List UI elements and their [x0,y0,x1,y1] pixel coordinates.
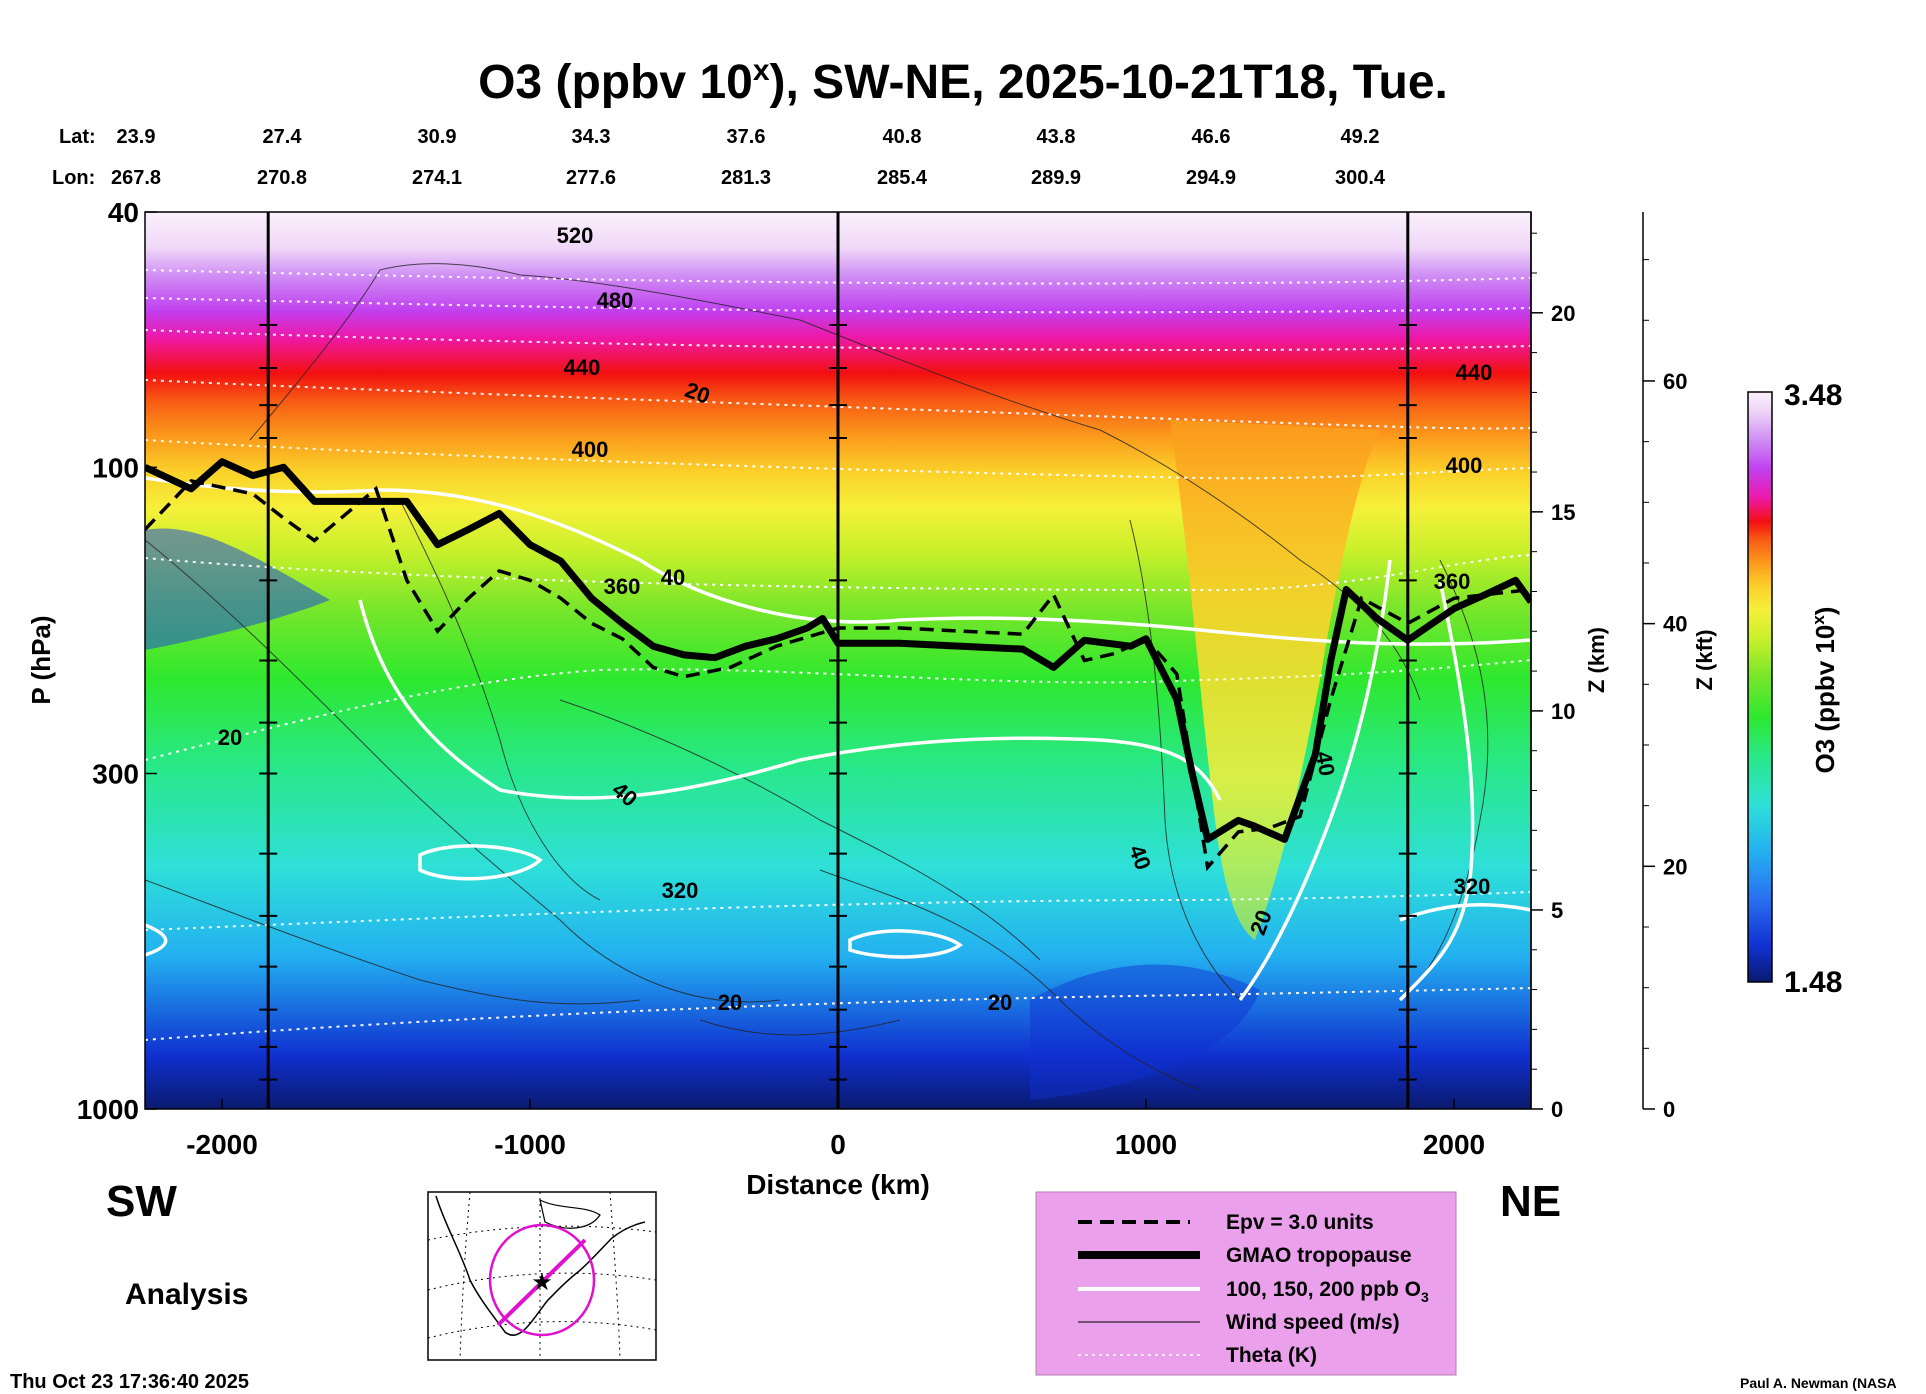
x-axis: -2000 -1000 0 1000 2000 [186,1099,1485,1160]
low-ozone-patch-ne [1030,964,1260,1100]
wind-contour-label: 20 [218,725,242,750]
wind-contour-label: 20 [718,990,742,1015]
z-km-tick-label: 20 [1551,301,1575,326]
theta-contour-label: 400 [572,437,609,462]
theta-contour-label: 360 [604,574,641,599]
lat-value: 34.3 [572,126,611,148]
z-km-tick-label: 0 [1551,1097,1563,1122]
lat-value: 49.2 [1341,126,1380,148]
map-section-path [496,1238,587,1327]
x-tick-label: 0 [830,1129,846,1160]
credit: Paul A. Newman (NASA [1740,1375,1897,1391]
x-tick-label: -1000 [494,1129,566,1160]
z-km-tick-label: 5 [1551,898,1563,923]
theta-contour-label: 320 [1454,874,1491,899]
lon-value: 274.1 [412,167,462,189]
wind-contour-label: 40 [661,565,685,590]
chart-title: O3 (ppbv 10x), SW-NE, 2025-10-21T18, Tue… [478,54,1448,109]
theta-contour-label: 480 [597,288,634,313]
z-km-tick-label: 10 [1551,699,1575,724]
x-tick-label: -2000 [186,1129,258,1160]
epv-contour [145,478,1531,872]
lon-row-label: Lon: [52,167,95,189]
section-markers [259,212,1417,1109]
theta-contour-label: 400 [1446,453,1483,478]
wind-contour-label: 40 [1311,749,1340,777]
ne-direction-label: NE [1500,1177,1561,1226]
theta-contour-label: 360 [1434,569,1471,594]
lon-value: 267.8 [111,167,161,189]
y-axis: 40 100 300 1000 [77,197,157,1125]
colorbar-title: O3 (ppbv 10x) [1809,607,1840,774]
ozone-ppb-contours [145,476,1531,1002]
z-km-axis-label: Z (km) [1584,627,1609,693]
y-tick-label: 300 [92,758,139,789]
wind-contour-label: 20 [988,990,1012,1015]
lat-value: 46.6 [1192,126,1231,148]
colorbar-max-label: 3.48 [1784,379,1842,412]
lon-value: 285.4 [877,167,928,189]
lat-row-label: Lat: [59,126,96,148]
map-range-circle [488,1223,596,1337]
lat-value: 43.8 [1037,126,1076,148]
legend-theta-label: Theta (K) [1226,1344,1317,1367]
lon-value: 277.6 [566,167,616,189]
theta-contour-label: 440 [1456,360,1493,385]
lon-value: 300.4 [1335,167,1386,189]
z-kft-tick-label: 0 [1663,1097,1675,1122]
ozone-intrusion [1170,420,1380,940]
colorbar-min-label: 1.48 [1784,966,1842,999]
theta-contour-label: 440 [564,355,601,380]
lat-value: 37.6 [727,126,766,148]
analysis-label: Analysis [125,1278,248,1311]
legend: Epv = 3.0 units GMAO tropopause 100, 150… [1035,1191,1457,1376]
map-graticule [427,1191,657,1361]
z-kft-tick-label: 60 [1663,369,1687,394]
y-tick-label: 1000 [77,1094,139,1125]
lon-value: 270.8 [257,167,307,189]
theta-contour-label: 320 [662,878,699,903]
low-ozone-patch-sw [145,528,330,650]
y-tick-label: 100 [92,452,139,483]
lon-value: 289.9 [1031,167,1081,189]
z-kft-tick-label: 40 [1663,612,1687,637]
lat-value: 23.9 [117,126,156,148]
lat-value: 30.9 [418,126,457,148]
lat-value: 27.4 [263,126,303,148]
inset-map: ★ [427,1191,657,1361]
wind-speed-contours [145,263,1489,1091]
lon-value: 281.3 [721,167,771,189]
map-coastline [435,1195,646,1336]
timestamp: Thu Oct 23 17:36:40 2025 [10,1371,249,1393]
z-km-tick-label: 15 [1551,500,1575,525]
z-km-axis: 0 5 10 15 20 [1530,212,1575,1122]
map-center-star-icon: ★ [531,1269,553,1296]
x-tick-label: 1000 [1115,1129,1177,1160]
lat-value: 40.8 [883,126,922,148]
z-kft-axis: 0 20 40 60 [1642,212,1687,1122]
z-kft-axis-label: Z (kft) [1692,629,1717,690]
sw-direction-label: SW [106,1177,177,1226]
y-axis-label: P (hPa) [26,615,56,704]
theta-contour-label: 520 [557,223,594,248]
z-kft-tick-label: 20 [1663,854,1687,879]
legend-wind-label: Wind speed (m/s) [1226,1311,1400,1334]
legend-o3-label: 100, 150, 200 ppb O3 [1226,1278,1429,1305]
y-tick-label: 40 [108,197,139,228]
legend-tropopause-label: GMAO tropopause [1226,1244,1412,1267]
x-axis-label: Distance (km) [746,1169,930,1200]
x-tick-label: 2000 [1423,1129,1485,1160]
legend-epv-label: Epv = 3.0 units [1226,1211,1374,1234]
inset-map-frame [427,1191,657,1361]
lat-lon-labels: 23.9 27.4 30.9 34.3 37.6 40.8 43.8 46.6 49.2 267.… [111,126,1386,189]
lon-value: 294.9 [1186,167,1236,189]
colorbar [1747,391,1773,983]
